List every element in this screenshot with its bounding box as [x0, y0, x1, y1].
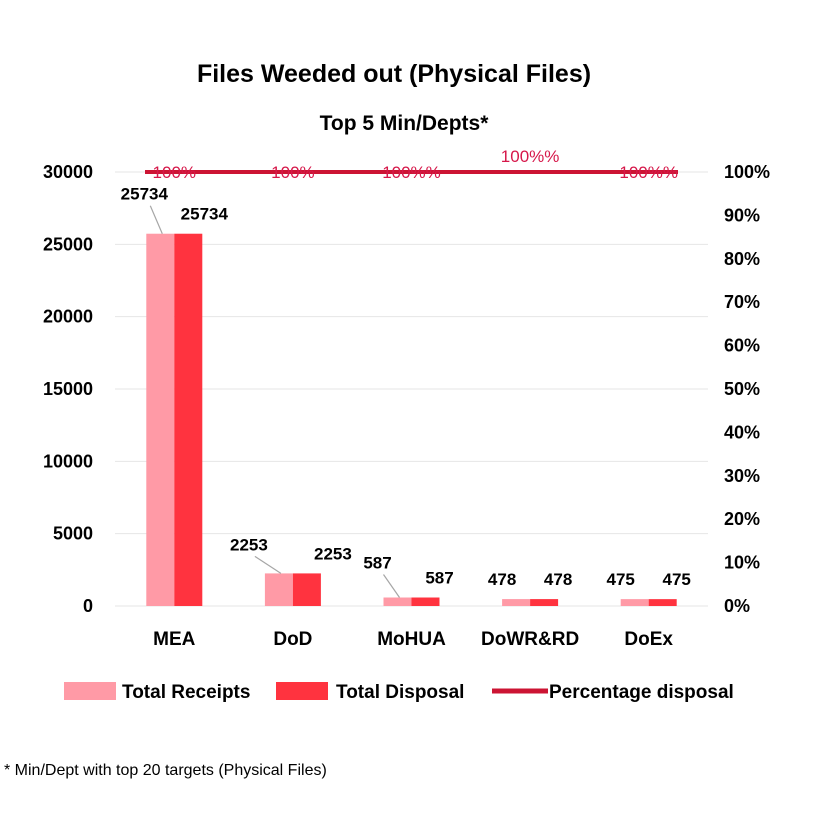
data-label-percentage: 100%	[271, 163, 314, 182]
data-label-total-receipts: 25734	[121, 185, 169, 204]
bar-total-receipts	[264, 573, 293, 606]
legend-label-total-disposal: Total Disposal	[336, 682, 464, 703]
left-tick-label: 20000	[43, 307, 93, 327]
footnote: * Min/Dept with top 20 targets (Physical…	[4, 762, 327, 779]
right-tick-label: 10%	[724, 553, 760, 573]
left-tick-label: 25000	[43, 234, 93, 254]
left-tick-label: 30000	[43, 162, 93, 182]
right-tick-label: 40%	[724, 422, 760, 442]
data-label-total-disposal: 478	[544, 570, 572, 589]
right-tick-label: 50%	[724, 379, 760, 399]
category-label: MEA	[153, 629, 196, 650]
label-leader-line	[383, 574, 400, 598]
right-tick-label: 60%	[724, 336, 760, 356]
right-axis: 0% 10% 20% 30% 40% 50% 60% 70% 80% 90% 100%	[724, 162, 770, 616]
right-tick-label: 30%	[724, 466, 760, 486]
chart-subtitle: Top 5 Min/Depts*	[320, 112, 490, 135]
data-label-percentage: 100%	[153, 163, 196, 182]
data-label-total-receipts: 2253	[230, 535, 268, 554]
data-label-percentage: 100%%	[501, 147, 560, 166]
label-leader-line	[254, 555, 282, 574]
gridlines	[115, 171, 708, 607]
bar-total-receipts	[502, 599, 531, 606]
data-label-total-receipts: 475	[607, 570, 635, 589]
category-label: DoEx	[624, 629, 673, 650]
category-label: DoD	[273, 629, 312, 650]
left-tick-label: 5000	[53, 524, 93, 544]
category-label: DoWR&RD	[481, 629, 579, 650]
bar-total-disposal	[174, 233, 203, 607]
right-tick-label: 70%	[724, 292, 760, 312]
legend-swatch-total-disposal	[276, 682, 328, 700]
left-tick-label: 10000	[43, 451, 93, 471]
right-tick-label: 100%	[724, 162, 770, 182]
bar-total-disposal	[648, 599, 677, 606]
left-tick-label: 15000	[43, 379, 93, 399]
legend-swatch-total-receipts	[64, 682, 116, 700]
legend-label-percentage-disposal: Percentage disposal	[549, 682, 734, 703]
right-tick-label: 0%	[724, 596, 750, 616]
left-tick-label: 0	[83, 596, 93, 616]
data-label-percentage: 100%%	[619, 163, 678, 182]
label-leader-line	[149, 205, 163, 234]
chart-title: Files Weeded out (Physical Files)	[197, 60, 591, 88]
data-label-total-receipts: 587	[363, 554, 391, 573]
data-label-total-disposal: 2253	[314, 544, 352, 563]
data-label-total-disposal: 25734	[181, 205, 229, 224]
left-axis: 0 5000 10000 15000 20000 25000 30000	[43, 162, 93, 616]
right-tick-label: 90%	[724, 205, 760, 225]
bar-total-disposal	[530, 599, 559, 606]
right-tick-label: 20%	[724, 509, 760, 529]
bars	[146, 233, 677, 607]
data-label-total-disposal: 475	[663, 570, 691, 589]
right-tick-label: 80%	[724, 249, 760, 269]
bar-total-receipts	[146, 233, 175, 607]
category-axis: MEA DoD MoHUA DoWR&RD DoEx	[153, 629, 673, 650]
data-labels: 25734 25734 100% 2253 2253 100% 587 587 100%% 478…	[121, 147, 691, 598]
bar-total-receipts	[620, 599, 649, 606]
data-label-total-receipts: 478	[488, 570, 516, 589]
bar-total-receipts	[383, 597, 412, 606]
data-label-percentage: 100%%	[382, 163, 441, 182]
bar-total-disposal	[411, 597, 440, 606]
data-label-total-disposal: 587	[425, 569, 453, 588]
legend: Total Receipts Total Disposal Percentage d…	[64, 682, 734, 703]
bar-total-disposal	[292, 573, 321, 606]
legend-label-total-receipts: Total Receipts	[122, 682, 250, 703]
category-label: MoHUA	[377, 629, 446, 650]
